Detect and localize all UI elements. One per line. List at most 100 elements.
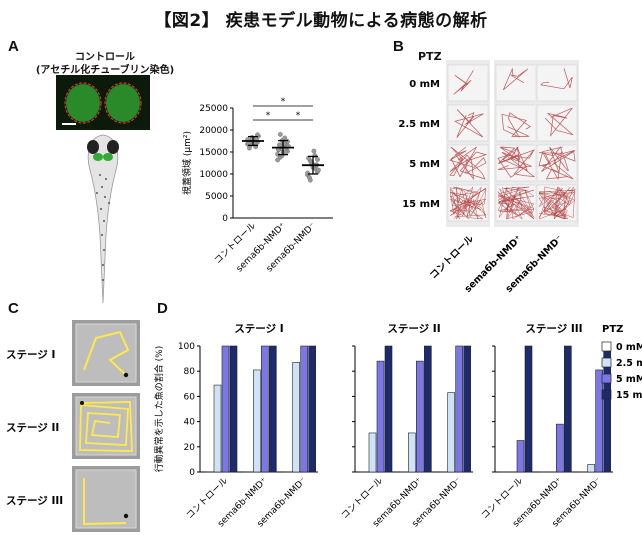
- data-point: [311, 148, 317, 154]
- panel-b-letter: B: [393, 38, 404, 55]
- chart-title: ステージ II: [387, 323, 440, 335]
- bar: [524, 345, 533, 473]
- bar: [416, 360, 424, 473]
- fish-marker: [123, 513, 129, 519]
- legend-label: 0 mM: [616, 342, 642, 353]
- y-tick-label: 5000: [205, 192, 228, 202]
- panel-a-letter: A: [8, 38, 19, 55]
- bar: [455, 345, 463, 473]
- significance-star: *: [281, 97, 286, 107]
- swim-trajectory: [497, 146, 536, 178]
- larva-eye-left: [87, 140, 99, 154]
- swim-trajectory: [538, 186, 576, 220]
- bar: [221, 345, 230, 473]
- panel-b-ptz-label: PTZ: [418, 50, 442, 63]
- swim-trajectory: [502, 67, 529, 91]
- bar: [587, 464, 595, 473]
- data-point: [315, 157, 320, 162]
- legend-label: 5 mM: [616, 374, 642, 385]
- larva-body: [87, 134, 119, 304]
- swim-trajectory: [454, 109, 484, 138]
- bar: [384, 345, 393, 473]
- trajectory-well: [536, 144, 578, 182]
- swim-trajectory: [538, 146, 576, 181]
- panel-c-letter: C: [8, 300, 19, 317]
- tectum-right-outline: [104, 82, 142, 124]
- y-tick-label: 20: [184, 443, 196, 453]
- trajectory-well: [536, 64, 578, 102]
- legend-label: 2.5 mM: [616, 358, 642, 369]
- bar: [229, 345, 238, 473]
- figure-title: 【図2】 疾患モデル動物による病態の解析: [154, 11, 488, 31]
- panel-c-tracks: ステージ I ステージ II ステージ III: [6, 320, 140, 532]
- stage-label: ステージ II: [6, 422, 59, 434]
- well-inner: [75, 469, 137, 529]
- trajectory-well: [495, 64, 537, 102]
- panel-a-caption-2: (アセチル化チューブリン染色): [35, 65, 175, 76]
- data-point: [315, 167, 321, 173]
- tectum-right: [106, 84, 140, 122]
- y-tick-label: 20000: [199, 126, 228, 136]
- bar: [376, 360, 385, 473]
- swim-trajectory: [449, 146, 488, 181]
- bar: [408, 432, 416, 473]
- dose-label: 15 mM: [402, 199, 440, 210]
- data-point: [283, 149, 289, 155]
- swim-trajectory: [544, 107, 574, 137]
- bar: [269, 345, 277, 473]
- dose-label: 2.5 mM: [398, 119, 440, 130]
- bar: [213, 384, 222, 473]
- significance-star: *: [266, 111, 271, 121]
- data-point: [277, 132, 283, 137]
- data-point: [275, 157, 281, 163]
- bar: [308, 345, 316, 473]
- panel-d-letter: D: [157, 300, 168, 317]
- fish-marker: [80, 401, 84, 405]
- y-tick-label: 10000: [199, 170, 228, 180]
- swim-track-stage-3: [83, 478, 127, 526]
- larva-eye-right: [107, 140, 119, 154]
- data-point: [247, 145, 252, 151]
- fish-marker: [123, 372, 129, 378]
- bar: [556, 423, 564, 473]
- y-tick-label: 40: [184, 418, 196, 428]
- y-tick-label: 0: [189, 468, 195, 478]
- larva-tectum-right: [103, 153, 113, 161]
- swim-trajectory: [540, 68, 573, 90]
- y-tick-label: 100: [178, 342, 195, 352]
- dose-label: 5 mM: [409, 159, 440, 170]
- y-tick-label: 0: [222, 214, 228, 224]
- panel-d-chart: 行動異常を示した魚の割合 (%)ステージ I020406080100コントロール…: [153, 323, 642, 529]
- chart-title: ステージ III: [525, 323, 582, 335]
- stage-label: ステージ III: [6, 495, 63, 507]
- tectum-left-outline: [64, 82, 102, 124]
- data-point: [305, 170, 311, 176]
- legend-swatch: [601, 389, 612, 400]
- legend-title: PTZ: [602, 324, 623, 335]
- bar: [300, 345, 308, 473]
- trajectory-well: [536, 104, 578, 142]
- larva-pigment: [96, 174, 110, 281]
- bar: [424, 345, 432, 473]
- swim-track-stage-2: [79, 401, 133, 452]
- legend-swatch: [601, 357, 612, 368]
- panel-a-images: [56, 75, 150, 304]
- legend-label: 15 mM: [616, 390, 642, 401]
- swim-trajectory: [449, 186, 487, 220]
- swim-trajectory: [497, 186, 535, 220]
- bar: [595, 369, 603, 473]
- y-tick-label: 60: [184, 392, 196, 402]
- bar: [253, 369, 261, 473]
- significance-star: *: [296, 111, 301, 121]
- group-label: コントロール: [428, 233, 476, 281]
- tectum-left: [66, 84, 100, 122]
- swim-track-stage-1: [83, 330, 130, 376]
- y-axis-label: 視蓋領域 (μm²): [181, 131, 193, 195]
- chart-title: ステージ I: [234, 323, 283, 335]
- stage-label: ステージ I: [6, 349, 55, 361]
- bar: [516, 440, 525, 473]
- well-inner: [75, 323, 137, 383]
- panel-a-caption-1: コントロール: [75, 52, 135, 63]
